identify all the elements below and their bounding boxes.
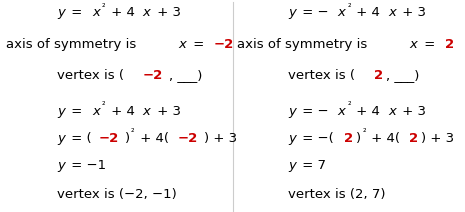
Text: y: y [288,105,296,118]
Text: ²: ² [362,128,366,137]
Text: x: x [179,38,186,51]
Text: −2: −2 [178,132,198,145]
Text: + 3: + 3 [398,105,426,118]
Text: −2: −2 [213,38,234,51]
Text: y: y [288,159,296,172]
Text: −2: −2 [143,69,163,82]
Text: + 3: + 3 [398,7,426,20]
Text: =: = [189,38,208,51]
Text: =: = [67,7,86,20]
Text: =: = [67,105,86,118]
Text: =: = [420,38,439,51]
Text: y: y [288,7,296,20]
Text: vertex is (: vertex is ( [57,69,124,82]
Text: x: x [92,7,100,20]
Text: x: x [388,7,396,20]
Text: vertex is (: vertex is ( [288,69,355,82]
Text: = −1: = −1 [67,159,106,172]
Text: + 4: + 4 [106,7,134,20]
Text: + 4(: + 4( [136,132,169,145]
Text: , ___): , ___) [169,69,202,82]
Text: x: x [388,105,396,118]
Text: ) + 3: ) + 3 [421,132,454,145]
Text: + 4: + 4 [106,105,134,118]
Text: x: x [410,38,418,51]
Text: x: x [142,105,150,118]
Text: ²: ² [347,101,351,110]
Text: y: y [57,7,65,20]
Text: + 3: + 3 [153,105,180,118]
Text: = 7: = 7 [298,159,326,172]
Text: ): ) [125,132,130,145]
Text: axis of symmetry is: axis of symmetry is [237,38,372,51]
Text: , ___): , ___) [385,69,419,82]
Text: ): ) [356,132,361,145]
Text: x: x [337,105,345,118]
Text: x: x [92,105,100,118]
Text: axis of symmetry is: axis of symmetry is [6,38,140,51]
Text: = −: = − [298,7,329,20]
Text: ²: ² [102,3,106,12]
Text: 2: 2 [374,69,383,82]
Text: y: y [288,132,296,145]
Text: x: x [337,7,345,20]
Text: ²: ² [102,101,106,110]
Text: + 4: + 4 [352,105,380,118]
Text: 2: 2 [409,132,418,145]
Text: + 3: + 3 [153,7,180,20]
Text: ²: ² [131,128,135,137]
Text: y: y [57,159,65,172]
Text: −2: −2 [99,132,119,145]
Text: + 4: + 4 [352,7,380,20]
Text: vertex is (−2, −1): vertex is (−2, −1) [57,188,177,201]
Text: vertex is (2, 7): vertex is (2, 7) [288,188,385,201]
Text: + 4(: + 4( [367,132,400,145]
Text: x: x [142,7,150,20]
Text: = −(: = −( [298,132,334,145]
Text: ²: ² [347,3,351,12]
Text: = (: = ( [67,132,92,145]
Text: 2: 2 [344,132,353,145]
Text: y: y [57,105,65,118]
Text: = −: = − [298,105,329,118]
Text: y: y [57,132,65,145]
Text: ) + 3: ) + 3 [204,132,237,145]
Text: 2: 2 [445,38,454,51]
